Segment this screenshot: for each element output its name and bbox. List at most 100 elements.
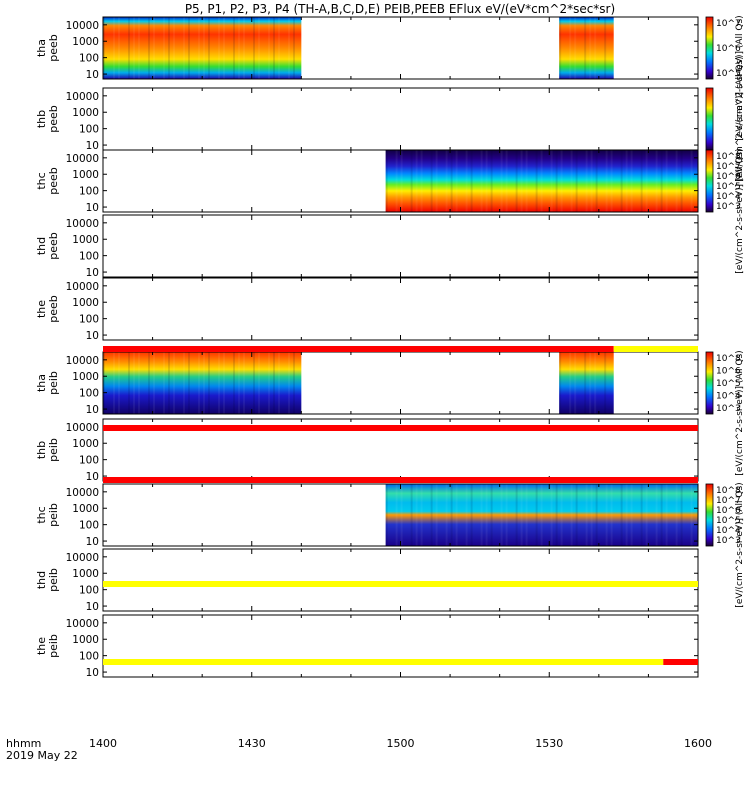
texture-band xyxy=(163,17,165,79)
colorbar-tick-label: 10^3 xyxy=(716,202,741,212)
panel-label: thcpeeb xyxy=(35,167,60,195)
texture-band xyxy=(525,484,528,546)
texture-band xyxy=(584,352,587,414)
texture-band xyxy=(559,17,562,79)
texture-band xyxy=(128,352,130,414)
colorbar-0: 10^5 10^6 10^7[eV/(cm^2-s-sr-eV)] (All Qs) xyxy=(705,15,745,141)
panel-label-instrument: peeb xyxy=(47,167,60,195)
texture-band xyxy=(395,150,398,212)
texture-band xyxy=(238,352,240,414)
y-tick-label: 100 xyxy=(79,186,99,198)
texture-band xyxy=(238,17,240,79)
texture-band xyxy=(520,150,523,212)
y-tick-label: 10000 xyxy=(66,20,99,32)
texture-band xyxy=(208,17,210,79)
mode-bar-segment xyxy=(103,659,664,665)
texture-band xyxy=(168,352,170,414)
x-tick-label: 1600 xyxy=(684,737,712,750)
panel-label: thepeeb xyxy=(35,295,60,323)
texture-band xyxy=(288,352,290,414)
mode-bar-segment xyxy=(613,346,698,352)
texture-band xyxy=(118,17,120,79)
texture-band xyxy=(218,17,220,79)
panel-the-peeb: 10 100 1000 10000 thepeeb xyxy=(35,277,699,342)
colorbar-tick-label: 10^6 xyxy=(716,506,741,516)
y-tick-label: 10 xyxy=(86,202,99,214)
texture-band xyxy=(675,150,678,212)
texture-band xyxy=(665,150,668,212)
texture-band xyxy=(620,150,623,212)
texture-band xyxy=(208,352,210,414)
y-tick-label: 10 xyxy=(86,667,99,679)
texture-band xyxy=(485,484,488,546)
y-tick-label: 10000 xyxy=(66,355,99,367)
texture-band xyxy=(680,150,683,212)
panel-label-instrument: peib xyxy=(47,568,60,592)
texture-band xyxy=(455,150,458,212)
panel-label-probe: the xyxy=(35,637,48,655)
texture-band xyxy=(570,150,573,212)
texture-band xyxy=(268,17,270,79)
y-tick-label: 10 xyxy=(86,404,99,416)
texture-band xyxy=(400,484,403,546)
panel-label: thapeeb xyxy=(35,34,60,62)
colorbar-title: [eV/(cm^2-s-sr-eV)] (All Qs) xyxy=(735,15,745,140)
mode-bar-segment xyxy=(663,659,698,665)
panel-frame xyxy=(102,87,699,151)
texture-band xyxy=(128,17,130,79)
texture-band xyxy=(485,150,488,212)
panel-label-instrument: peib xyxy=(47,503,60,527)
texture-band xyxy=(585,484,588,546)
texture-band xyxy=(570,484,573,546)
y-tick-label: 10000 xyxy=(66,218,99,230)
texture-band xyxy=(610,484,613,546)
y-tick-label: 10000 xyxy=(66,281,99,293)
colorbar-tick-label: 10^6 xyxy=(716,172,741,182)
texture-band xyxy=(540,150,543,212)
texture-band xyxy=(655,150,658,212)
texture-band xyxy=(163,352,165,414)
colorbar-tick-label: 10^3 xyxy=(716,404,741,414)
panel-label-probe: thd xyxy=(35,237,48,255)
texture-band xyxy=(585,150,588,212)
texture-band xyxy=(173,17,175,79)
y-tick-label: 100 xyxy=(79,124,99,136)
texture-band xyxy=(584,17,587,79)
texture-band xyxy=(470,150,473,212)
panel-label-instrument: peib xyxy=(47,634,60,658)
panel-frame xyxy=(102,214,699,278)
mode-bar-segment xyxy=(103,346,614,352)
colorbar-title: [eV/(cm^2-s-sr-eV)] (All Qs) xyxy=(735,56,745,181)
colorbar-3: 10^3 10^4 10^5 10^6 10^8[eV/(cm^2-s-sr-eV)] … xyxy=(705,350,745,476)
panel-label-probe: thc xyxy=(35,506,48,523)
panel-the-peib: 10 100 1000 10000 thepeib xyxy=(35,614,699,679)
panel-label: thbpeeb xyxy=(35,105,60,133)
texture-band xyxy=(490,150,493,212)
texture-band xyxy=(385,150,388,212)
x-tick-label: 1530 xyxy=(535,737,563,750)
texture-band xyxy=(480,150,483,212)
colorbar-tick-label: 10^4 xyxy=(716,192,741,202)
panel-frame xyxy=(102,548,699,612)
texture-band xyxy=(420,484,423,546)
mode-bar-segment xyxy=(103,581,698,587)
texture-band xyxy=(223,352,225,414)
texture-band xyxy=(525,150,528,212)
texture-band xyxy=(188,352,190,414)
panel-label: thbpeib xyxy=(35,438,60,462)
colorbar-tick-label: 10^8 xyxy=(716,354,741,364)
colorbar-tick-label: 10^7 xyxy=(716,19,741,29)
texture-band xyxy=(470,484,473,546)
colorbar-tick-label: 10^7 xyxy=(716,162,741,172)
texture-band xyxy=(604,17,607,79)
colorbar-swatch xyxy=(705,16,714,80)
texture-band xyxy=(113,352,115,414)
texture-band xyxy=(138,352,140,414)
y-tick-label: 10000 xyxy=(66,91,99,103)
colorbar-tick-label: 10^5 xyxy=(716,69,741,79)
texture-band xyxy=(223,17,225,79)
panel-thc-peib: 10 100 1000 10000 thcpeib xyxy=(35,483,699,548)
texture-band xyxy=(640,484,643,546)
panel-label-instrument: peeb xyxy=(47,105,60,133)
y-tick-label: 10 xyxy=(86,601,99,613)
